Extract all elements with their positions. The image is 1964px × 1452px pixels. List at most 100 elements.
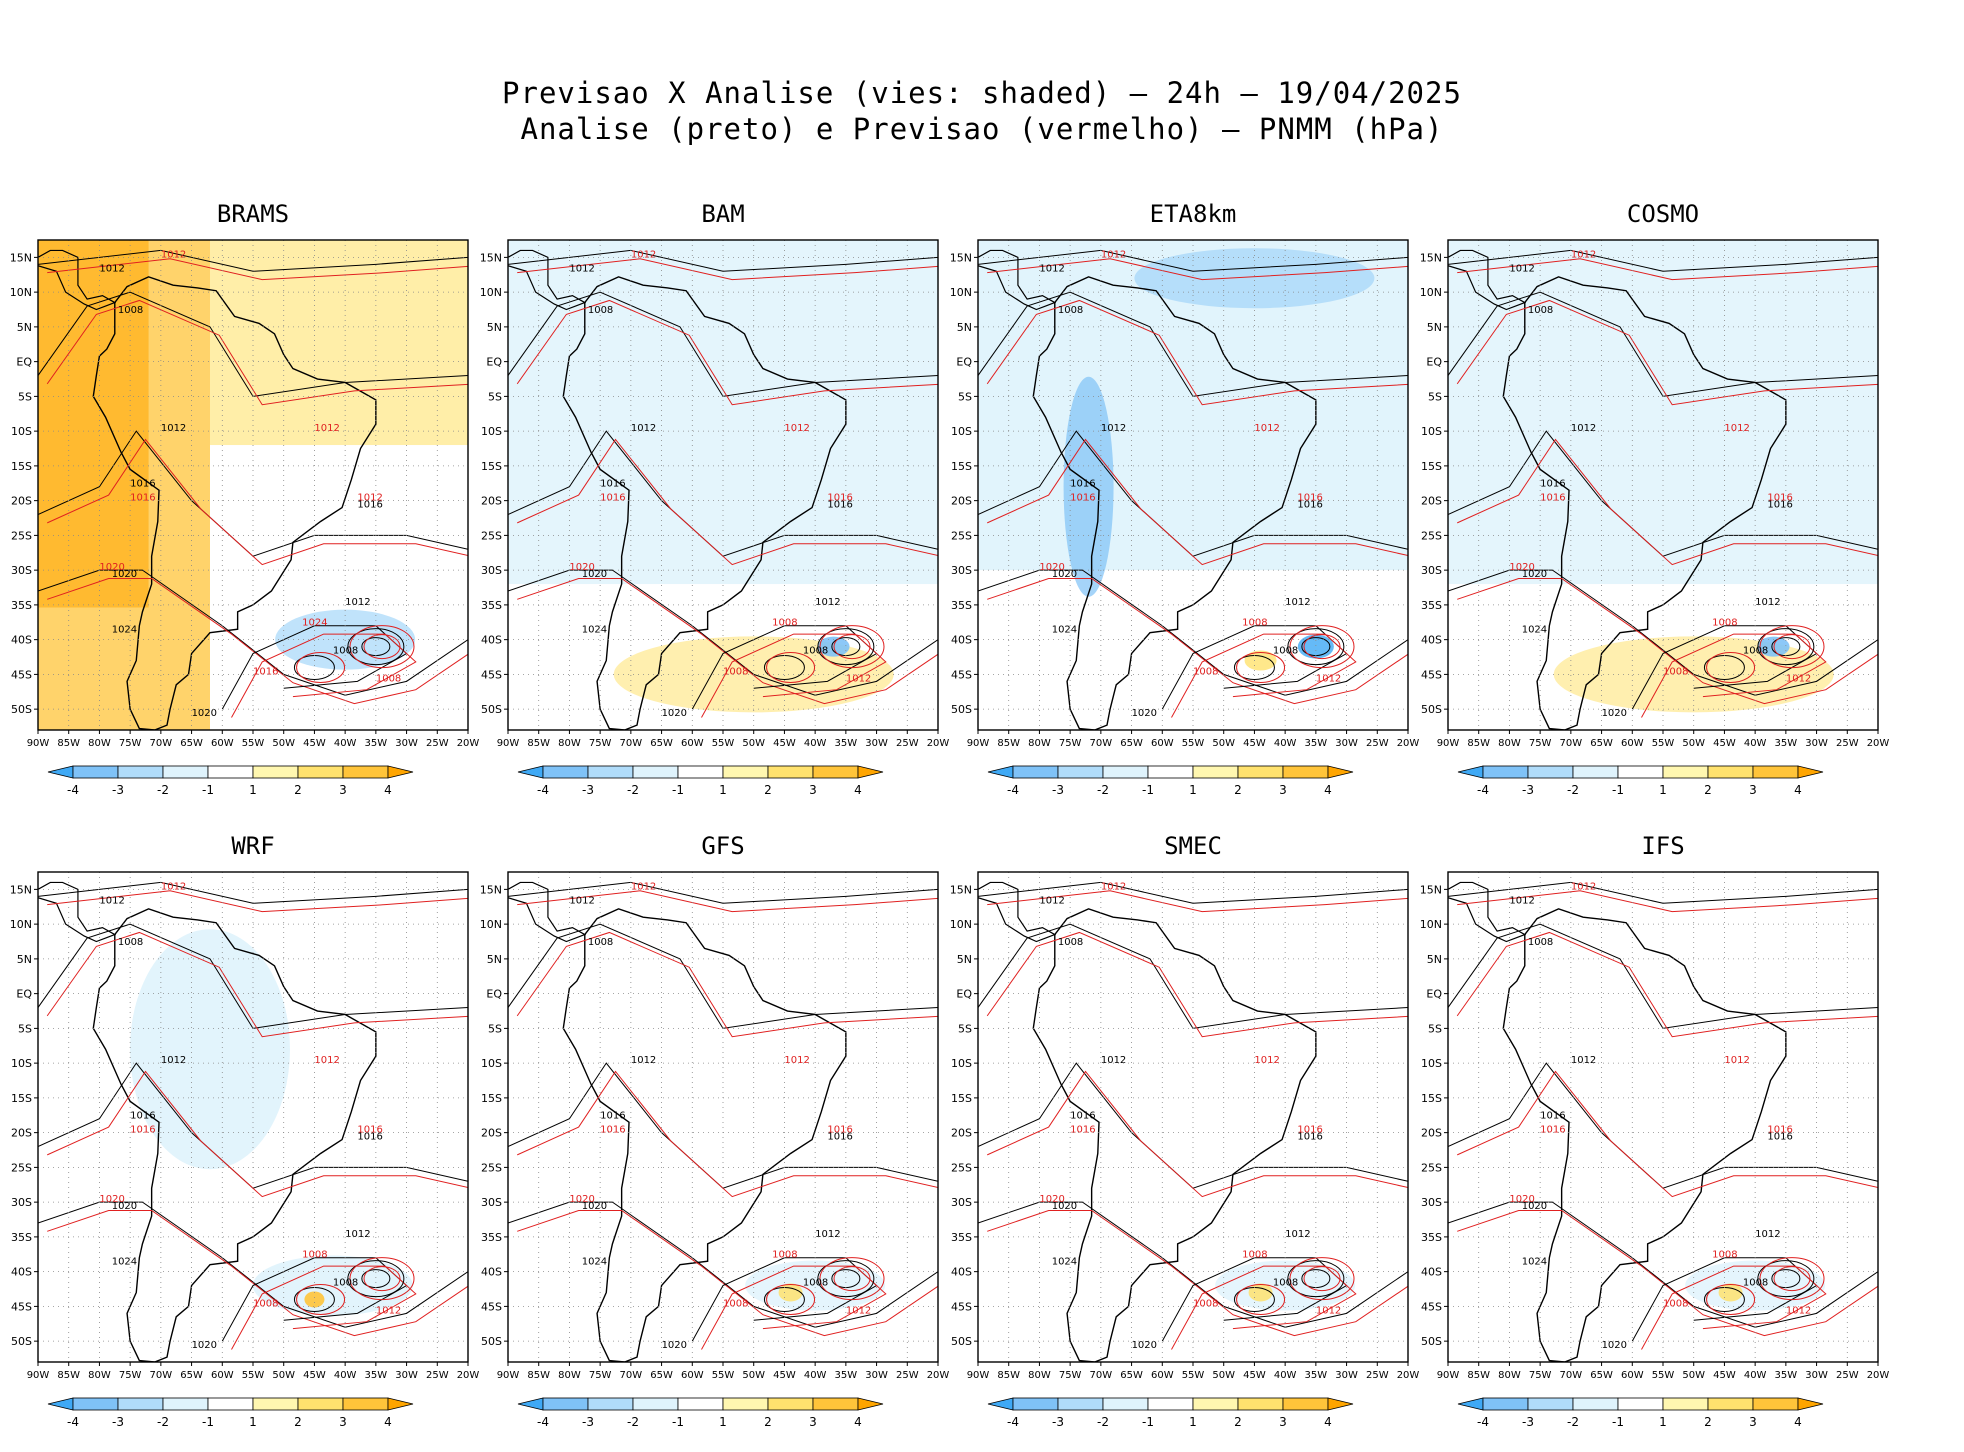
lat-tick-label: 25S (951, 529, 972, 542)
lat-tick-label: 45S (481, 1300, 502, 1313)
analysis-label: 1008 (118, 937, 143, 948)
lon-tick-label: 20W (1867, 1370, 1890, 1381)
lon-tick-label: 20W (927, 738, 950, 749)
lat-tick-label: 5N (487, 953, 502, 966)
analysis-label: 1016 (600, 479, 625, 490)
lon-tick-label: 40W (804, 1370, 827, 1381)
colorbar: -4 -3 -2 -1 1 2 3 4 (987, 1397, 1354, 1429)
lon-tick-label: 60W (1151, 738, 1174, 749)
figure-title-line1: Previsao X Analise (vies: shaded) – 24h … (502, 76, 1462, 110)
lat-tick-label: 15S (11, 1092, 32, 1105)
colorbar-label: 1 (719, 1415, 727, 1429)
lat-tick-label: 10N (950, 918, 972, 931)
lat-tick-label: EQ (956, 988, 972, 1001)
analysis-label: 1012 (161, 1055, 186, 1066)
panel-title-gfs: GFS (701, 832, 745, 860)
forecast-label: 1012 (161, 249, 186, 260)
analysis-label: 1024 (1052, 625, 1077, 636)
forecast-label: 1016 (1070, 1125, 1095, 1136)
colorbar-label: 2 (1704, 1415, 1712, 1429)
lat-tick-label: 5N (957, 321, 972, 334)
analysis-label: 1024 (582, 1257, 607, 1268)
analysis-label: 1012 (1509, 263, 1534, 274)
lat-tick-label: 15S (481, 1092, 502, 1105)
lat-tick-label: 15N (480, 251, 502, 264)
lat-tick-label: 15N (480, 883, 502, 896)
lat-tick-label: 20S (951, 495, 972, 508)
colorbar-label: -2 (1567, 783, 1579, 797)
lon-tick-label: 30W (1805, 1370, 1828, 1381)
lon-tick-label: 30W (395, 1370, 418, 1381)
analysis-label: 1020 (1052, 1201, 1077, 1212)
colorbar-label: 3 (339, 783, 347, 797)
lat-tick-label: 15N (1420, 251, 1442, 264)
colorbar-label: -3 (1522, 1415, 1534, 1429)
colorbar-label: 4 (854, 783, 862, 797)
lon-tick-label: 90W (967, 738, 990, 749)
lat-tick-label: 5S (488, 390, 502, 403)
colorbar-label: -1 (1612, 783, 1624, 797)
lat-tick-label: 40S (11, 1266, 32, 1279)
colorbar-label: 4 (384, 783, 392, 797)
lat-tick-label: 25S (481, 1161, 502, 1174)
colorbar-label: -1 (202, 783, 214, 797)
analysis-label: 1020 (1132, 1340, 1157, 1351)
analysis-label: 1012 (1571, 423, 1596, 434)
lat-tick-label: 15N (10, 251, 32, 264)
analysis-label: 1012 (1039, 263, 1064, 274)
lat-tick-label: 15N (950, 883, 972, 896)
lon-tick-label: 20W (1867, 738, 1890, 749)
colorbar-label: 3 (809, 783, 817, 797)
forecast-label: 1012 (314, 423, 339, 434)
lat-tick-label: 40S (11, 634, 32, 647)
forecast-label: 1008 (1663, 1298, 1688, 1309)
lon-tick-label: 85W (997, 738, 1020, 749)
forecast-label: 1016 (1297, 493, 1322, 504)
lat-tick-label: 35S (1421, 599, 1442, 612)
analysis-label: 1020 (1132, 708, 1157, 719)
analysis-label: 1020 (582, 1201, 607, 1212)
lon-tick-label: 80W (558, 738, 581, 749)
forecast-label: 1012 (1101, 249, 1126, 260)
lon-tick-label: 55W (1652, 1370, 1675, 1381)
lat-tick-label: 10S (11, 1057, 32, 1070)
lon-tick-label: 20W (927, 1370, 950, 1381)
lat-tick-label: 5N (17, 953, 32, 966)
lon-tick-label: 50W (742, 738, 765, 749)
analysis-label: 1008 (1058, 305, 1083, 316)
lat-tick-label: 50S (1421, 703, 1442, 716)
forecast-label: 1008 (1712, 1250, 1737, 1261)
forecast-label: 1012 (1571, 881, 1596, 892)
colorbar-label: -4 (67, 1415, 79, 1429)
lat-tick-label: 50S (481, 1335, 502, 1348)
forecast-label: 1008 (723, 666, 748, 677)
forecast-label: 1012 (1571, 249, 1596, 260)
lon-tick-label: 90W (27, 1370, 50, 1381)
lon-tick-label: 35W (1775, 1370, 1798, 1381)
colorbar-label: 3 (1749, 783, 1757, 797)
lon-tick-label: 75W (119, 1370, 142, 1381)
lat-tick-label: 20S (951, 1127, 972, 1140)
lat-tick-label: 25S (481, 529, 502, 542)
analysis-label: 1012 (1101, 423, 1126, 434)
colorbar-label: -4 (537, 1415, 549, 1429)
lat-tick-label: 10S (481, 425, 502, 438)
lon-tick-label: 90W (1437, 1370, 1460, 1381)
colorbar-label: 3 (1279, 1415, 1287, 1429)
analysis-label: 1020 (662, 1340, 687, 1351)
colorbar-label: -2 (627, 783, 639, 797)
lon-tick-label: 30W (1335, 738, 1358, 749)
lon-tick-label: 45W (303, 1370, 326, 1381)
forecast-label: 1012 (784, 423, 809, 434)
forecast-label: 1016 (130, 1125, 155, 1136)
analysis-label: 1020 (1522, 569, 1547, 580)
forecast-label: 1008 (376, 673, 401, 684)
forecast-label: 1016 (600, 493, 625, 504)
analysis-label: 1012 (1571, 1055, 1596, 1066)
analysis-label: 1012 (1101, 1055, 1126, 1066)
analysis-label: 1016 (130, 1111, 155, 1122)
colorbar-label: 1 (1659, 783, 1667, 797)
lat-tick-label: 10S (1421, 425, 1442, 438)
forecast-label: 1008 (772, 618, 797, 629)
forecast-label: 1012 (784, 1055, 809, 1066)
